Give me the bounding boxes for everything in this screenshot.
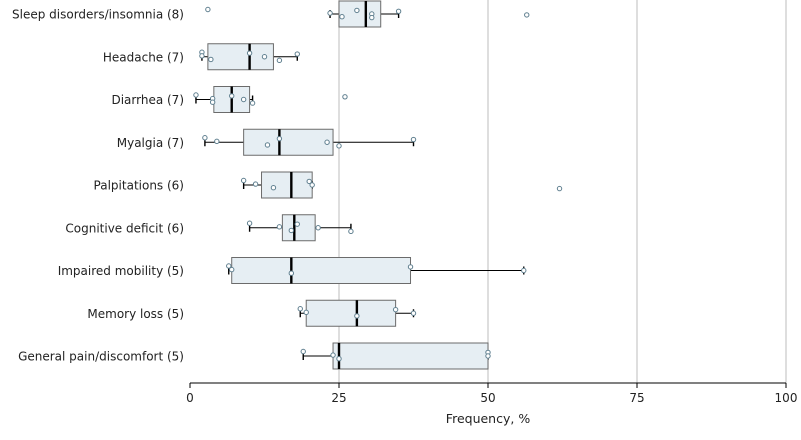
iqr-box xyxy=(281,214,316,242)
data-point xyxy=(288,227,295,234)
data-point xyxy=(327,10,333,16)
data-point xyxy=(485,353,491,359)
x-tick-label-50: 50 xyxy=(480,391,495,405)
data-point xyxy=(303,309,309,316)
box-row-2 xyxy=(193,86,348,113)
data-point xyxy=(309,182,315,188)
x-tick-label-100: 100 xyxy=(775,391,798,405)
data-point xyxy=(395,8,402,15)
data-point xyxy=(339,14,345,20)
category-label-7: Memory loss (5) xyxy=(87,307,184,321)
data-point xyxy=(252,181,259,187)
data-point xyxy=(264,142,271,148)
x-tick-label-0: 0 xyxy=(186,391,194,405)
iqr-box xyxy=(261,171,313,199)
box-row-1 xyxy=(199,43,300,71)
data-point xyxy=(369,14,375,21)
box-row-3 xyxy=(202,128,417,156)
x-tick-label-25: 25 xyxy=(331,391,346,405)
data-point xyxy=(300,348,306,355)
category-label-5: Cognitive deficit (6) xyxy=(65,221,184,235)
data-point xyxy=(229,266,235,273)
data-point xyxy=(392,306,399,313)
iqr-box xyxy=(231,257,412,284)
data-point xyxy=(246,220,253,226)
data-point xyxy=(261,54,268,60)
data-point xyxy=(270,185,277,191)
grid-lines xyxy=(338,0,787,383)
iqr-box xyxy=(305,299,397,327)
data-point xyxy=(354,313,360,319)
data-point xyxy=(342,94,348,100)
data-point xyxy=(199,53,205,59)
data-point xyxy=(294,221,300,227)
box-row-5 xyxy=(246,214,354,242)
data-point xyxy=(276,224,283,230)
data-point xyxy=(297,306,303,312)
data-point xyxy=(288,270,295,276)
data-point xyxy=(324,139,330,145)
box-row-7 xyxy=(297,299,417,327)
data-point xyxy=(209,99,216,105)
data-point xyxy=(240,96,247,103)
data-point xyxy=(202,135,208,141)
data-point xyxy=(205,6,211,13)
x-tick-label-75: 75 xyxy=(629,391,644,405)
category-label-3: Myalgia (7) xyxy=(117,136,184,150)
data-point xyxy=(208,56,214,63)
box-row-4 xyxy=(240,171,563,199)
data-point xyxy=(276,57,283,64)
category-label-6: Impaired mobility (5) xyxy=(58,264,184,278)
data-point xyxy=(410,310,417,316)
data-point xyxy=(330,352,336,358)
data-point xyxy=(556,185,563,192)
data-point xyxy=(240,177,247,184)
data-point xyxy=(276,135,283,142)
box-row-0 xyxy=(205,0,530,28)
box-row-8 xyxy=(300,342,491,370)
data-point xyxy=(336,356,342,362)
data-point xyxy=(410,136,417,143)
data-point xyxy=(246,50,253,56)
data-point xyxy=(354,7,360,14)
data-point xyxy=(336,143,342,149)
data-point xyxy=(294,51,300,57)
data-point xyxy=(229,93,235,99)
box-plot-series xyxy=(193,0,563,370)
data-point xyxy=(193,92,199,98)
box-row-6 xyxy=(226,257,527,284)
x-axis: 0 25 50 75 100 xyxy=(186,382,798,405)
data-point xyxy=(315,225,321,231)
data-point xyxy=(226,263,232,269)
data-point xyxy=(249,100,256,106)
iqr-box xyxy=(332,342,489,370)
category-label-4: Palpitations (6) xyxy=(94,179,184,193)
data-point xyxy=(521,267,527,274)
category-label-1: Headache (7) xyxy=(103,50,184,64)
category-label-8: General pain/discomfort (5) xyxy=(18,350,184,364)
x-axis-title: Frequency, % xyxy=(446,411,531,426)
category-label-0: Sleep disorders/insomnia (8) xyxy=(12,8,184,22)
data-point xyxy=(348,228,354,235)
data-point xyxy=(524,12,530,18)
data-point xyxy=(407,264,414,270)
data-point xyxy=(306,178,312,185)
iqr-box xyxy=(243,128,334,156)
data-point xyxy=(214,138,220,145)
category-labels: Sleep disorders/insomnia (8) Headache (7)… xyxy=(12,8,184,364)
category-label-2: Diarrhea (7) xyxy=(111,93,184,107)
